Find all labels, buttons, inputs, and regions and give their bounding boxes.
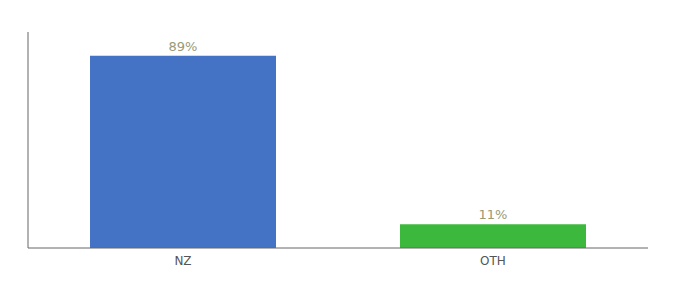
svg-text:NZ: NZ [174, 254, 191, 268]
svg-text:11%: 11% [479, 207, 508, 222]
svg-text:89%: 89% [169, 39, 198, 54]
svg-text:OTH: OTH [480, 254, 506, 268]
